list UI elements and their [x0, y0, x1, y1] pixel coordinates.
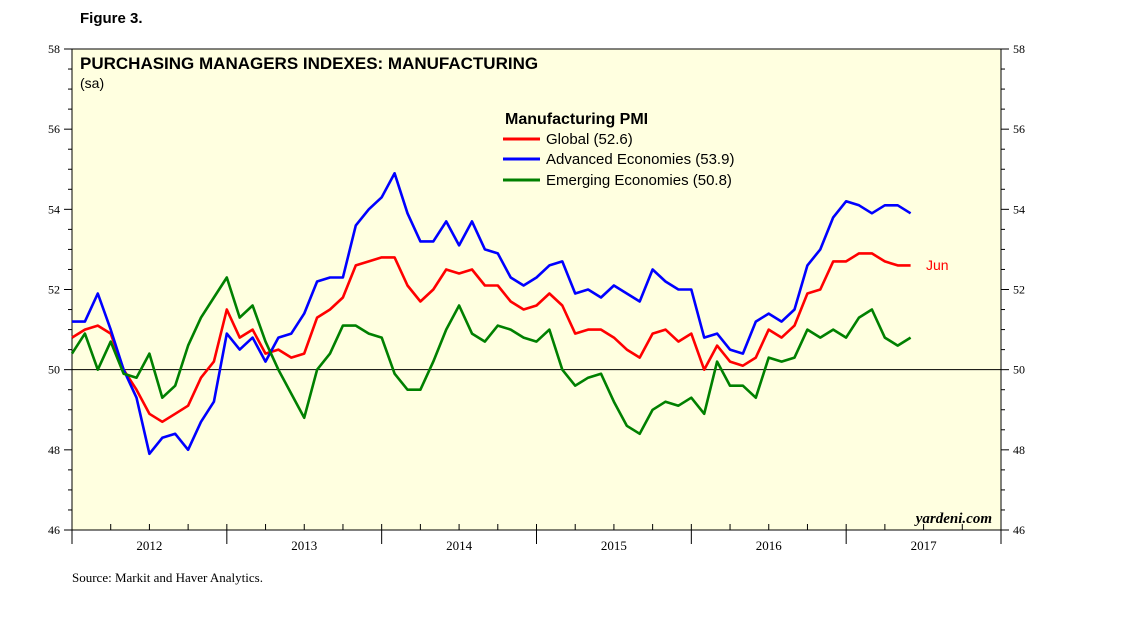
y-tick-label-left: 50 — [48, 363, 60, 377]
y-tick-label-right: 46 — [1013, 523, 1025, 537]
y-tick-label-right: 54 — [1013, 202, 1025, 216]
chart-title: PURCHASING MANAGERS INDEXES: MANUFACTURI… — [80, 54, 538, 73]
y-tick-label-right: 58 — [1013, 42, 1025, 56]
series-line-global — [71, 252, 911, 424]
source-note: Source: Markit and Haver Analytics. — [72, 570, 263, 585]
x-tick-label: 2014 — [446, 538, 473, 553]
figure-label: Figure 3. — [80, 10, 143, 27]
y-tick-label-left: 52 — [48, 283, 60, 297]
series-line-advanced — [72, 172, 912, 456]
y-tick-label-left: 48 — [48, 443, 60, 457]
chart-subtitle: (sa) — [80, 75, 104, 91]
legend-label-emerging: Emerging Economies (50.8) — [546, 172, 732, 189]
y-tick-label-right: 50 — [1013, 363, 1025, 377]
x-tick-label: 2015 — [601, 538, 627, 553]
x-tick-label: 2016 — [756, 538, 783, 553]
legend-title: Manufacturing PMI — [505, 111, 648, 128]
series-group — [70, 172, 912, 456]
x-tick-label: 2017 — [911, 538, 938, 553]
y-tick-label-left: 56 — [48, 122, 60, 136]
legend: Manufacturing PMI Global (52.6) Advanced… — [503, 111, 734, 189]
y-tick-label-right: 52 — [1013, 283, 1025, 297]
y-tick-label-left: 46 — [48, 523, 60, 537]
y-axis-left: 46 48 50 52 54 56 58 — [48, 42, 72, 537]
legend-label-global: Global (52.6) — [546, 131, 633, 148]
series-line-emerging — [70, 276, 912, 436]
x-axis: 2012 2013 2014 2015 2016 2017 — [71, 524, 1002, 553]
y-tick-label-right: 48 — [1013, 443, 1025, 457]
legend-label-advanced: Advanced Economies (53.9) — [546, 151, 734, 168]
y-axis-right: 46 48 50 52 54 56 58 — [1001, 42, 1025, 537]
y-tick-label-left: 54 — [48, 202, 60, 216]
y-tick-label-left: 58 — [48, 42, 60, 56]
watermark: yardeni.com — [914, 511, 992, 527]
x-tick-label: 2012 — [136, 538, 162, 553]
y-tick-label-right: 56 — [1013, 122, 1025, 136]
x-tick-label: 2013 — [291, 538, 317, 553]
end-label: Jun — [926, 257, 949, 273]
